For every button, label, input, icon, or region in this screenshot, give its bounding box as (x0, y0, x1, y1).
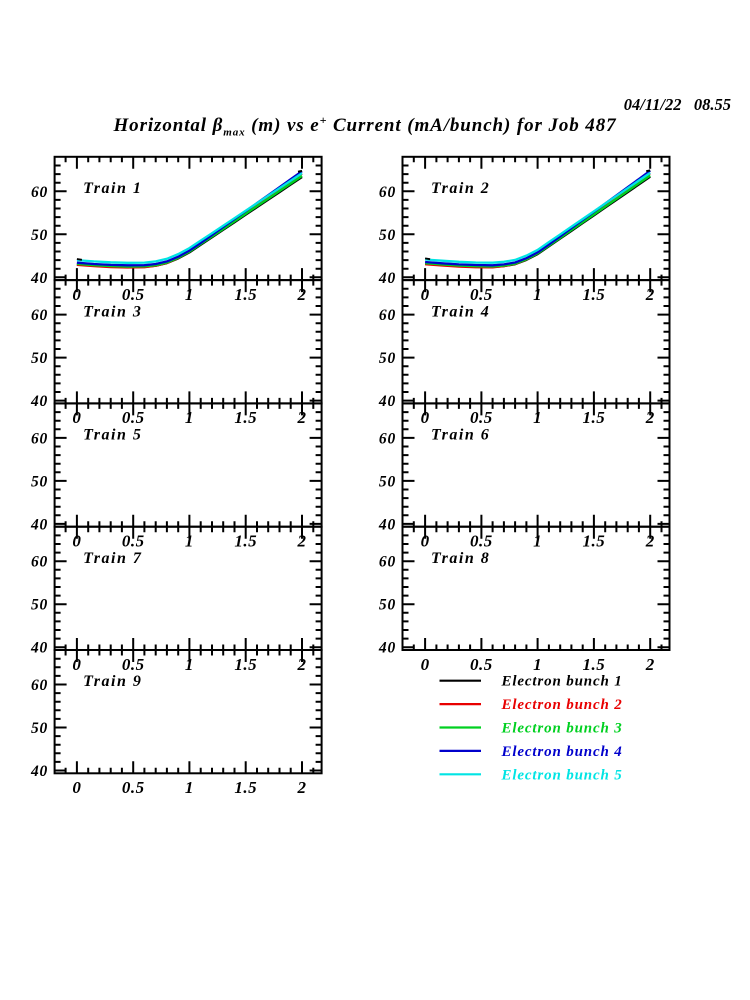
svg-text:50: 50 (31, 473, 48, 490)
svg-text:1: 1 (185, 532, 194, 551)
svg-text:40: 40 (378, 640, 396, 657)
svg-text:1.5: 1.5 (583, 532, 606, 551)
svg-text:0.5: 0.5 (122, 778, 145, 797)
svg-text:Horizontal βmax (m) vs e+ Curr: Horizontal βmax (m) vs e+ Current (mA/bu… (112, 113, 617, 139)
svg-text:Train 7: Train 7 (83, 550, 142, 567)
svg-text:0.5: 0.5 (470, 655, 493, 674)
svg-text:0: 0 (72, 532, 81, 551)
svg-text:50: 50 (31, 597, 48, 614)
svg-text:Train 6: Train 6 (431, 427, 490, 444)
svg-text:0: 0 (421, 532, 430, 551)
svg-text:1.5: 1.5 (234, 408, 257, 427)
svg-text:Electron bunch 1: Electron bunch 1 (501, 674, 623, 690)
svg-text:2: 2 (645, 655, 655, 674)
svg-text:Electron bunch 3: Electron bunch 3 (501, 721, 623, 737)
svg-text:40: 40 (378, 393, 396, 410)
svg-text:2: 2 (297, 778, 307, 797)
svg-text:60: 60 (31, 184, 48, 201)
svg-text:1.5: 1.5 (234, 532, 257, 551)
svg-text:0.5: 0.5 (470, 285, 493, 304)
svg-text:0.5: 0.5 (470, 532, 493, 551)
svg-text:0: 0 (72, 408, 81, 427)
svg-text:1: 1 (185, 655, 194, 674)
svg-text:0: 0 (72, 655, 81, 674)
svg-text:1: 1 (185, 408, 194, 427)
svg-text:0.5: 0.5 (122, 655, 145, 674)
svg-text:Train 2: Train 2 (431, 180, 490, 197)
svg-text:2: 2 (297, 408, 307, 427)
svg-text:2: 2 (297, 285, 307, 304)
svg-text:0: 0 (421, 285, 430, 304)
svg-text:2: 2 (645, 285, 655, 304)
svg-text:50: 50 (379, 597, 396, 614)
svg-text:Electron bunch 4: Electron bunch 4 (501, 744, 623, 760)
svg-text:60: 60 (31, 554, 48, 571)
svg-text:Train 8: Train 8 (431, 550, 490, 567)
svg-text:60: 60 (31, 307, 48, 324)
svg-text:1.5: 1.5 (234, 655, 257, 674)
svg-text:50: 50 (379, 227, 396, 244)
svg-text:1: 1 (533, 532, 542, 551)
svg-text:2: 2 (297, 532, 307, 551)
svg-text:60: 60 (379, 307, 396, 324)
svg-text:Train 4: Train 4 (431, 303, 490, 320)
svg-text:40: 40 (378, 516, 396, 533)
svg-text:60: 60 (31, 430, 48, 447)
svg-text:60: 60 (31, 677, 48, 694)
svg-text:0.5: 0.5 (122, 532, 145, 551)
svg-text:0: 0 (421, 655, 430, 674)
svg-text:1: 1 (533, 655, 542, 674)
svg-text:50: 50 (31, 720, 48, 737)
svg-text:60: 60 (379, 184, 396, 201)
svg-text:Electron bunch 2: Electron bunch 2 (501, 697, 623, 713)
svg-text:40: 40 (378, 270, 396, 287)
svg-text:0: 0 (72, 285, 81, 304)
svg-text:0: 0 (72, 778, 81, 797)
svg-text:40: 40 (30, 393, 48, 410)
svg-text:50: 50 (31, 350, 48, 367)
svg-text:Train 1: Train 1 (83, 180, 142, 197)
svg-text:04/11/22 08.55: 04/11/22 08.55 (624, 95, 731, 114)
svg-text:1: 1 (185, 778, 194, 797)
svg-text:0.5: 0.5 (470, 408, 493, 427)
svg-text:40: 40 (30, 516, 48, 533)
svg-text:60: 60 (379, 430, 396, 447)
svg-text:2: 2 (645, 532, 655, 551)
svg-text:1.5: 1.5 (234, 778, 257, 797)
svg-text:50: 50 (379, 473, 396, 490)
svg-text:Train 5: Train 5 (83, 427, 142, 444)
svg-text:1.5: 1.5 (583, 285, 606, 304)
svg-text:40: 40 (30, 763, 48, 780)
svg-text:0.5: 0.5 (122, 408, 145, 427)
svg-text:1: 1 (533, 285, 542, 304)
svg-text:0.5: 0.5 (122, 285, 145, 304)
svg-text:Electron bunch 5: Electron bunch 5 (501, 767, 623, 783)
svg-text:50: 50 (379, 350, 396, 367)
svg-text:40: 40 (30, 270, 48, 287)
svg-text:50: 50 (31, 227, 48, 244)
svg-text:1.5: 1.5 (583, 408, 606, 427)
svg-text:2: 2 (297, 655, 307, 674)
svg-text:2: 2 (645, 408, 655, 427)
svg-text:40: 40 (30, 640, 48, 657)
svg-text:0: 0 (421, 408, 430, 427)
svg-text:1.5: 1.5 (234, 285, 257, 304)
svg-text:1: 1 (533, 408, 542, 427)
svg-text:1.5: 1.5 (583, 655, 606, 674)
svg-text:Train 3: Train 3 (83, 303, 142, 320)
svg-text:Train 9: Train 9 (83, 673, 142, 690)
svg-text:1: 1 (185, 285, 194, 304)
svg-text:60: 60 (379, 554, 396, 571)
